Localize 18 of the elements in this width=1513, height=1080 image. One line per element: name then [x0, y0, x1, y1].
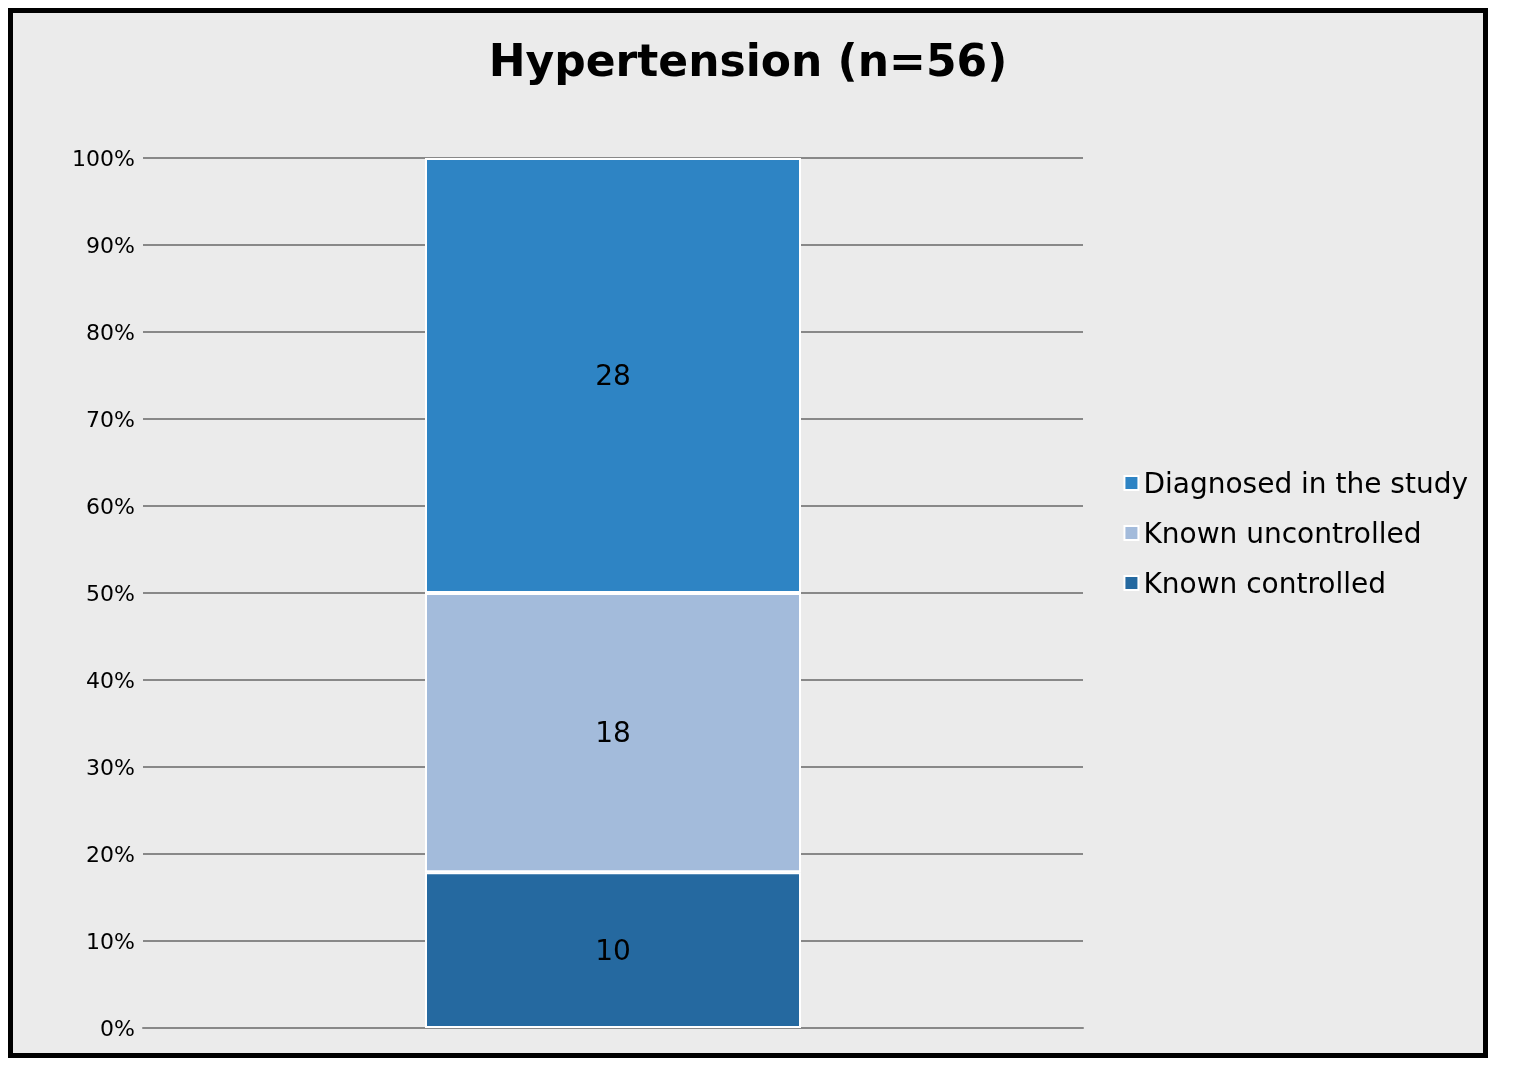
- annotation: 18: [595, 716, 631, 750]
- y-tick-label: 70%: [86, 406, 135, 432]
- y-tick-label: 10%: [86, 928, 135, 954]
- y-tick-label: 50%: [86, 580, 135, 606]
- legend-label: Diagnosed in the study: [1143, 466, 1469, 500]
- y-tick-label: 0%: [100, 1015, 135, 1041]
- legend-label: Known controlled: [1143, 566, 1387, 600]
- annotation: 28: [595, 359, 631, 392]
- chart-title: Hypertension (n=56): [488, 34, 1008, 86]
- annotation: 10: [595, 933, 631, 967]
- y-tick-label: 20%: [86, 841, 135, 867]
- legend-label: Known uncontrolled: [1143, 516, 1422, 550]
- y-tick-label: 30%: [86, 754, 135, 780]
- y-tick-label: 80%: [86, 319, 135, 345]
- y-tick-label: 90%: [86, 232, 135, 258]
- y-tick-label: 100%: [72, 145, 135, 171]
- y-tick-label: 40%: [86, 667, 135, 693]
- y-tick-label: 60%: [86, 493, 135, 519]
